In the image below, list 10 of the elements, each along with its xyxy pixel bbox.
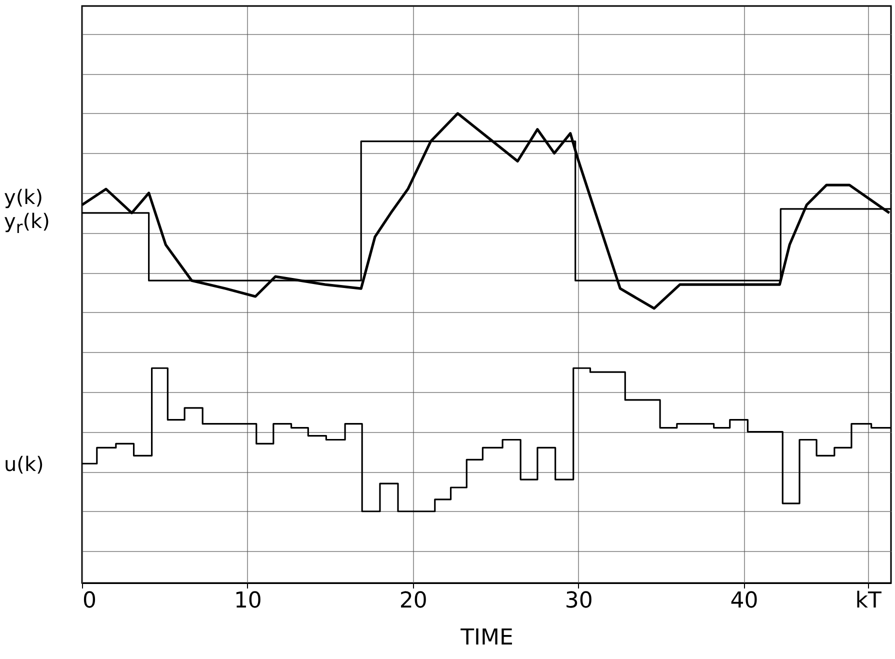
x-tick-label: 0 — [82, 588, 96, 614]
series-label: y(k) — [4, 184, 44, 209]
x-tick-label: 10 — [234, 588, 262, 614]
x-tick-label: 20 — [399, 588, 428, 614]
x-tick-label: 40 — [730, 588, 758, 614]
series-label: u(k) — [4, 452, 44, 476]
series-label: y$_{r}$(k) — [4, 208, 50, 239]
x-axis-title: TIME — [460, 626, 514, 650]
x-tick-label: kT — [855, 588, 882, 614]
x-tick-label: 30 — [564, 588, 593, 614]
